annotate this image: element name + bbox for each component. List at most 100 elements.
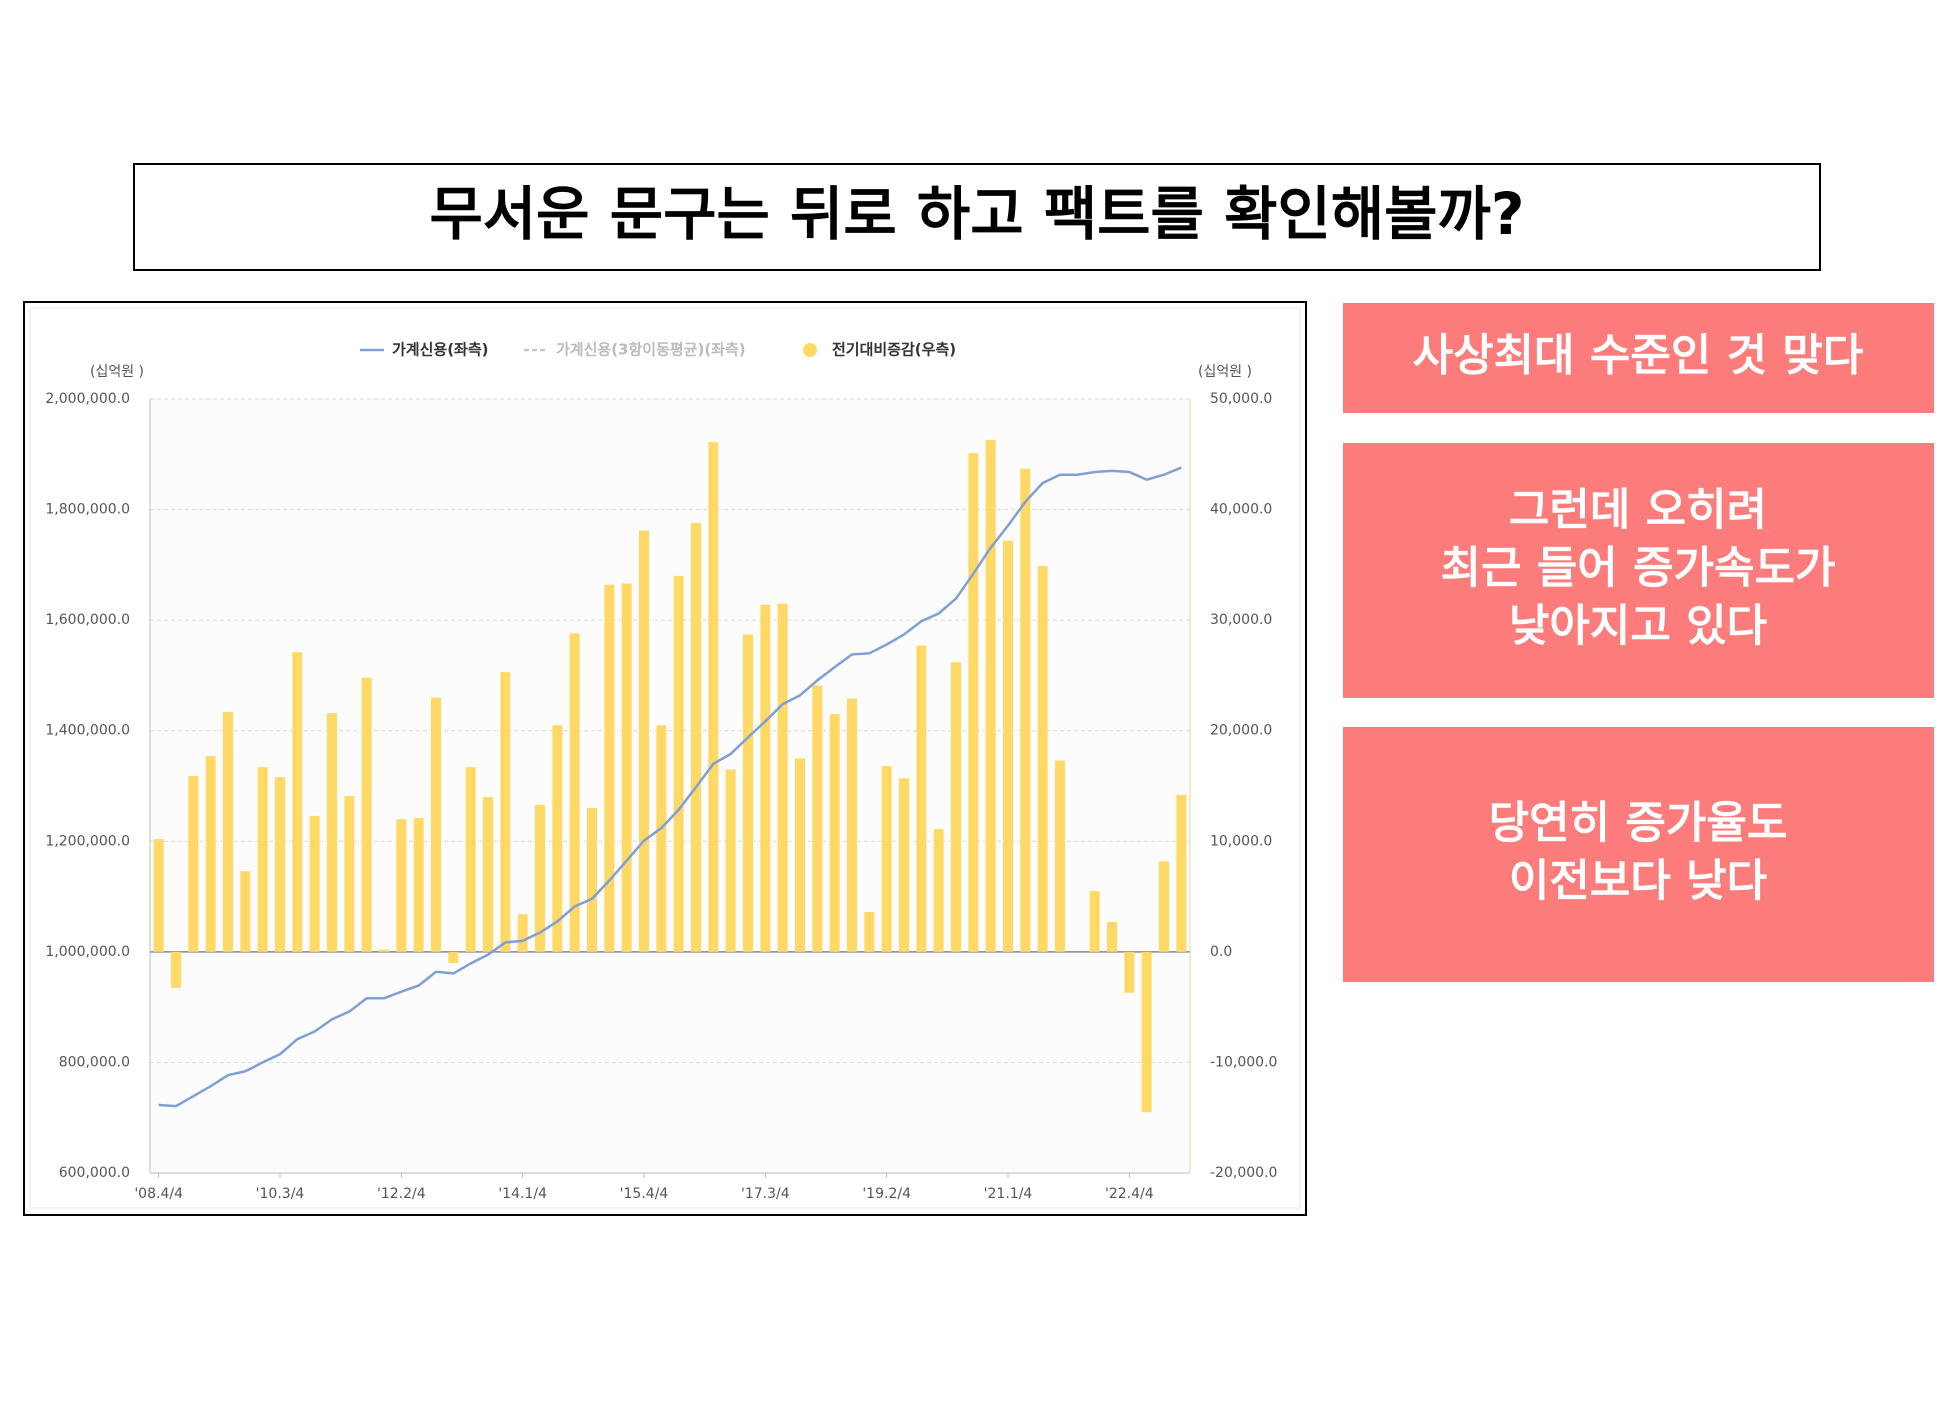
bar: [743, 634, 753, 952]
bar: [344, 795, 355, 952]
bar: [153, 839, 164, 952]
bar: [587, 808, 597, 952]
y2-tick-label: 40,000.0: [1210, 502, 1272, 518]
panel-box: [1343, 727, 1934, 982]
bar: [171, 951, 181, 988]
bar: [431, 697, 441, 952]
x-tick-label: '14.1/4: [498, 1186, 547, 1202]
bar: [829, 714, 840, 952]
x-tick-label: '12.2/4: [377, 1186, 426, 1202]
x-tick-label: '17.3/4: [741, 1186, 790, 1202]
x-tick-label: '22.4/4: [1105, 1186, 1154, 1202]
y2-tick-label: 10,000.0: [1210, 833, 1272, 849]
bar: [1055, 760, 1065, 952]
bar: [691, 522, 701, 952]
chart-inner-frame: [29, 307, 1301, 1209]
bar: [1089, 891, 1100, 952]
bar: [448, 951, 459, 963]
bar: [1176, 794, 1187, 952]
x-tick-label: '10.3/4: [256, 1186, 305, 1202]
bar: [379, 949, 389, 952]
bar: [847, 698, 857, 952]
bar: [1141, 951, 1152, 1113]
bar: [517, 914, 528, 952]
legend-label: 전기대비증감(우측): [832, 341, 956, 359]
bar: [656, 725, 667, 952]
bar: [812, 685, 823, 952]
y2-tick-label: -20,000.0: [1210, 1165, 1277, 1181]
bar: [465, 767, 476, 952]
panel-box: [1343, 443, 1934, 698]
panel-text: 당연히 증가율도: [1489, 798, 1788, 849]
legend-label: 가계신용(3항이동평균)(좌측): [556, 341, 746, 359]
bar: [275, 777, 285, 952]
bar: [899, 778, 909, 952]
bar: [951, 662, 961, 952]
bar: [864, 912, 875, 952]
bar: [552, 725, 563, 952]
bar: [1124, 951, 1135, 993]
bar: [535, 804, 545, 952]
slide-title: 무서운 문구는 뒤로 하고 팩트를 확인해볼까?: [429, 180, 1524, 248]
bar: [292, 652, 303, 952]
bar: [257, 767, 268, 952]
y2-tick-label: 50,000.0: [1210, 391, 1272, 407]
panel-text: 사상최대 수준인 것 맞다: [1413, 330, 1864, 381]
y2-axis-label: (십억원 ): [1198, 364, 1252, 380]
bar: [240, 871, 251, 952]
bar: [309, 815, 320, 952]
title-box: [133, 163, 1821, 271]
bar: [361, 677, 372, 952]
bar: [500, 672, 511, 952]
panel-text: 낮아지고 있다: [1509, 601, 1767, 652]
x-tick-label: '19.2/4: [862, 1186, 911, 1202]
bar: [396, 819, 407, 952]
y2-tick-label: 0.0: [1210, 944, 1232, 960]
y-tick-label: 1,600,000.0: [45, 612, 130, 628]
bar: [968, 453, 979, 952]
bar: [1107, 922, 1117, 952]
x-tick-label: '15.4/4: [620, 1186, 669, 1202]
y-axis-label: (십억원 ): [90, 364, 144, 380]
bar: [639, 530, 649, 952]
panel-text: 최근 들어 증가속도가: [1441, 543, 1836, 594]
y-tick-label: 800,000.0: [59, 1054, 130, 1070]
y-tick-label: 2,000,000.0: [45, 391, 130, 407]
bar: [777, 603, 788, 952]
bar: [621, 583, 632, 952]
bar: [725, 769, 736, 952]
bar: [1037, 565, 1048, 952]
bar: [569, 633, 580, 952]
legend-label: 가계신용(좌측): [392, 341, 489, 359]
bar: [604, 584, 615, 952]
bar: [916, 645, 927, 952]
bar: [205, 756, 216, 952]
y2-tick-label: 30,000.0: [1210, 612, 1272, 628]
bar: [483, 797, 493, 952]
bar: [933, 829, 944, 952]
y-tick-label: 1,000,000.0: [45, 944, 130, 960]
panel-box: [1343, 303, 1934, 413]
bar: [1159, 861, 1169, 952]
bar: [188, 776, 199, 952]
bar: [223, 711, 233, 952]
y-tick-label: 1,200,000.0: [45, 833, 130, 849]
y2-tick-label: -10,000.0: [1210, 1054, 1277, 1070]
bar: [708, 442, 719, 952]
x-tick-label: '21.1/4: [984, 1186, 1033, 1202]
bar: [985, 439, 996, 952]
bar: [1020, 468, 1031, 952]
legend-marker: [803, 343, 817, 357]
panel-text: 그런데 오히려: [1509, 485, 1767, 536]
bar: [881, 766, 892, 952]
panel-text: 이전보다 낮다: [1509, 856, 1767, 907]
plot-area: [150, 399, 1190, 1173]
bar: [1003, 540, 1013, 952]
x-tick-label: '08.4/4: [134, 1186, 183, 1202]
y-tick-label: 1,800,000.0: [45, 502, 130, 518]
bar: [760, 604, 771, 952]
y-tick-label: 600,000.0: [59, 1165, 130, 1181]
bar: [413, 818, 424, 952]
